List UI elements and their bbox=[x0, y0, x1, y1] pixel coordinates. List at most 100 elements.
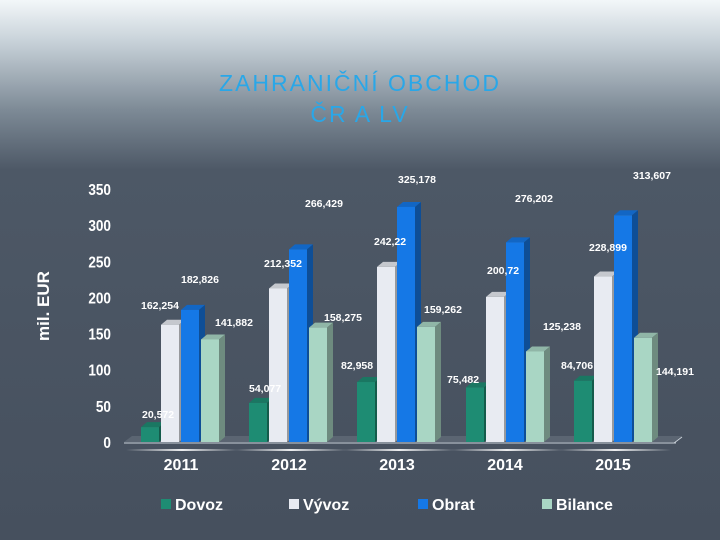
bar-front bbox=[269, 288, 287, 442]
y-tick-label: 350 bbox=[88, 182, 111, 199]
bar-bilance-2014 bbox=[526, 346, 550, 442]
bar-top bbox=[397, 201, 421, 207]
data-label-vývoz-2012: 212,352 bbox=[264, 258, 302, 270]
legend-label-bilance: Bilance bbox=[556, 497, 613, 514]
bar-top bbox=[141, 422, 165, 428]
slide-title-line2: ČR A LV bbox=[310, 101, 410, 127]
bar-front bbox=[249, 402, 267, 442]
bar-top bbox=[417, 321, 441, 327]
legend-swatch-obrat bbox=[418, 499, 428, 509]
bar-side bbox=[219, 334, 225, 442]
data-label-bilance-2015: 144,191 bbox=[656, 366, 694, 378]
data-label-vývoz-2013: 242,22 bbox=[374, 236, 406, 248]
bar-top bbox=[526, 346, 550, 352]
x-axis-depth bbox=[673, 436, 683, 444]
bar-front bbox=[634, 337, 652, 442]
data-label-obrat-2013: 325,178 bbox=[398, 174, 436, 186]
bar-obrat-2013 bbox=[397, 201, 421, 442]
bar-front bbox=[161, 324, 179, 442]
axis-glow bbox=[451, 449, 563, 451]
bar-top bbox=[377, 261, 401, 267]
bar-top bbox=[486, 291, 510, 297]
bar-front bbox=[614, 215, 632, 442]
bar-front bbox=[289, 249, 307, 442]
slide-title-line1: ZAHRANIČNÍ OBCHOD bbox=[219, 70, 501, 96]
data-label-bilance-2011: 141,882 bbox=[215, 317, 253, 329]
x-tick-label: 2015 bbox=[595, 457, 631, 474]
legend-label-obrat: Obrat bbox=[432, 497, 475, 514]
axis-glow bbox=[235, 449, 347, 451]
x-tick-label: 2014 bbox=[487, 457, 523, 474]
bar-top bbox=[506, 237, 530, 243]
bar-front bbox=[141, 427, 159, 442]
legend-label-dovoz: Dovoz bbox=[175, 497, 223, 514]
data-label-dovoz-2012: 54,077 bbox=[249, 383, 281, 395]
bar-front bbox=[309, 327, 327, 442]
data-label-vývoz-2015: 228,899 bbox=[589, 242, 627, 254]
bar-front bbox=[506, 242, 524, 442]
bar-top bbox=[309, 322, 333, 328]
data-label-vývoz-2014: 200,72 bbox=[487, 265, 519, 277]
bar-top bbox=[269, 283, 293, 289]
bar-side bbox=[544, 346, 550, 442]
bar-top bbox=[466, 382, 490, 388]
bar-side bbox=[327, 322, 333, 442]
legend-swatch-bilance bbox=[542, 499, 552, 509]
y-tick-label: 250 bbox=[88, 254, 111, 271]
bar-front bbox=[397, 206, 415, 442]
data-label-vývoz-2011: 162,254 bbox=[141, 300, 179, 312]
bar-bilance-2011 bbox=[201, 334, 225, 442]
data-label-bilance-2014: 125,238 bbox=[543, 321, 581, 333]
y-tick-label: 0 bbox=[103, 435, 111, 452]
data-label-obrat-2015: 313,607 bbox=[633, 170, 671, 182]
legend-label-vývoz: Vývoz bbox=[303, 497, 349, 514]
bar-front bbox=[201, 339, 219, 442]
bar-front bbox=[377, 266, 395, 442]
data-label-bilance-2012: 158,275 bbox=[324, 312, 362, 324]
bar-front bbox=[574, 380, 592, 442]
bar-side bbox=[435, 321, 441, 442]
y-tick-label: 50 bbox=[96, 399, 111, 416]
bar-front bbox=[526, 351, 544, 442]
bar-front bbox=[486, 296, 504, 442]
bar-obrat-2011 bbox=[181, 304, 205, 442]
x-tick-label: 2013 bbox=[379, 457, 415, 474]
data-label-bilance-2013: 159,262 bbox=[424, 304, 462, 316]
data-label-obrat-2014: 276,202 bbox=[515, 193, 553, 205]
data-label-dovoz-2014: 75,482 bbox=[447, 374, 479, 386]
data-label-obrat-2011: 182,826 bbox=[181, 274, 219, 286]
bar-front bbox=[466, 387, 484, 442]
bar-top bbox=[594, 271, 618, 277]
bar-top bbox=[289, 244, 313, 250]
bar-top bbox=[614, 210, 638, 216]
bar-top bbox=[249, 397, 273, 403]
y-tick-label: 150 bbox=[88, 327, 111, 344]
y-tick-label: 100 bbox=[88, 363, 111, 380]
bar-front bbox=[417, 326, 435, 442]
bar-front bbox=[181, 309, 199, 442]
bar-top bbox=[634, 332, 658, 338]
axis-glow bbox=[343, 449, 455, 451]
data-label-obrat-2012: 266,429 bbox=[305, 198, 343, 210]
bar-front bbox=[594, 276, 612, 442]
y-tick-label: 300 bbox=[88, 218, 111, 235]
bar-bilance-2013 bbox=[417, 321, 441, 442]
bar-bilance-2015 bbox=[634, 332, 658, 442]
bar-top bbox=[574, 375, 598, 381]
bar-top bbox=[357, 377, 381, 383]
bar-top bbox=[181, 304, 205, 310]
axis-glow bbox=[559, 449, 671, 451]
data-label-dovoz-2013: 82,958 bbox=[341, 360, 373, 372]
bar-top bbox=[201, 334, 225, 340]
legend-swatch-vývoz bbox=[289, 499, 299, 509]
y-tick-label: 200 bbox=[88, 290, 111, 307]
x-tick-label: 2011 bbox=[164, 457, 199, 474]
y-axis-label: mil. EUR bbox=[34, 271, 53, 341]
data-label-dovoz-2011: 20,572 bbox=[142, 409, 174, 421]
bar-bilance-2012 bbox=[309, 322, 333, 442]
axis-glow bbox=[126, 449, 238, 451]
data-label-dovoz-2015: 84,706 bbox=[561, 360, 593, 372]
x-tick-label: 2012 bbox=[271, 457, 307, 474]
bar-top bbox=[161, 319, 185, 325]
